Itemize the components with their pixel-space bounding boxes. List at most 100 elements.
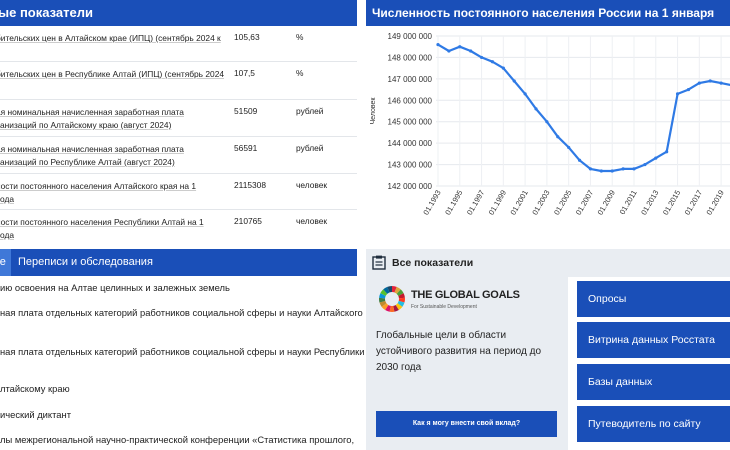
global-goals-card: THE GLOBAL GOALS For Sustainable Develop… <box>366 277 568 450</box>
x-tick-label: 01.2011 <box>618 189 639 217</box>
news-item[interactable]: ная плата отдельных категорий работников… <box>0 346 365 357</box>
indicator-name[interactable]: бительских цен в Республике Алтай (ИПЦ) … <box>0 69 225 79</box>
data-point <box>469 49 473 53</box>
data-point <box>588 167 593 171</box>
indicator-name[interactable]: ая номинальная начисленная заработная пл… <box>0 107 184 130</box>
x-tick-label: 01.2007 <box>574 189 595 217</box>
indicator-value: 2115308 <box>234 180 266 190</box>
y-tick-label: 142 000 000 <box>388 182 433 191</box>
goals-wheel-segment <box>379 297 386 303</box>
news-item[interactable]: ию освоения на Алтае целинных и залежных… <box>0 282 230 293</box>
data-point <box>479 55 484 60</box>
goals-wheel-segment <box>383 286 390 294</box>
indicator-unit: % <box>296 32 304 42</box>
goals-wheel-segment <box>398 293 405 299</box>
indicator-row[interactable]: ности постоянного населения Республики А… <box>0 210 357 247</box>
y-tick-label: 148 000 000 <box>388 53 433 62</box>
data-point <box>643 162 647 167</box>
tab-archive[interactable]: ве <box>0 249 11 276</box>
news-item[interactable]: лы межрегиональной научно-практической к… <box>0 434 355 445</box>
chart-svg: 142 000 000 143 000 000 144 000 000 145 000… <box>370 32 730 217</box>
indicator-value: 51509 <box>234 106 258 116</box>
indicator-row[interactable]: ности постоянного населения Алтайского к… <box>0 174 357 210</box>
goals-wheel-segment <box>379 300 387 307</box>
news-item[interactable]: лтайскому краю <box>0 383 70 394</box>
goals-wheel-segment <box>385 304 391 312</box>
indicator-value: 105,63 <box>234 32 260 42</box>
global-goals-logo-title: THE GLOBAL GOALS <box>411 289 520 301</box>
indicator-unit: человек <box>296 180 328 190</box>
global-goals-wheel-icon <box>379 286 405 313</box>
news-item[interactable]: ический диктант <box>0 409 71 420</box>
y-tick-label: 149 000 000 <box>388 32 433 41</box>
all-indicators-link[interactable]: Все показатели <box>366 249 730 277</box>
indicator-unit: рублей <box>296 106 324 116</box>
indicators-header: ые показатели <box>0 0 357 26</box>
data-point <box>577 158 582 162</box>
data-point <box>458 45 462 49</box>
indicator-name[interactable]: бительских цен в Алтайском крае (ИПЦ) (с… <box>0 33 221 43</box>
y-axis-label: Человек <box>370 97 377 125</box>
x-tick-label: 01.1993 <box>421 189 442 217</box>
goals-wheel-segment <box>380 289 388 296</box>
indicators-table: бительских цен в Алтайском крае (ИПЦ) (с… <box>0 26 357 247</box>
tab-censuses[interactable]: Переписи и обследования <box>18 256 153 268</box>
y-tick-label: 143 000 000 <box>388 161 433 170</box>
data-point <box>447 49 451 53</box>
goals-wheel-segment <box>397 300 405 307</box>
global-goals-logo-subtitle: For Sustainable Development <box>411 304 477 310</box>
data-point <box>436 42 440 47</box>
clipboard-icon <box>372 255 386 270</box>
data-point <box>599 169 603 173</box>
goals-wheel-segment <box>393 304 399 312</box>
data-point <box>654 156 658 160</box>
goals-wheel-segment <box>394 286 401 294</box>
global-goals-description[interactable]: Глобальные цели в области устойчивого ра… <box>376 330 542 373</box>
x-tick-label: 01.2003 <box>530 189 551 217</box>
surveys-button[interactable]: Опросы <box>577 281 730 317</box>
indicator-name[interactable]: ая номинальная начисленная заработная пл… <box>0 144 184 167</box>
x-tick-label: 01.1995 <box>443 189 464 217</box>
chart-title: Численность постоянного населения России… <box>366 0 730 26</box>
indicator-value: 107,5 <box>234 68 255 78</box>
data-point <box>621 167 625 171</box>
contribute-button[interactable]: Как я могу внести свой вклад? <box>376 411 557 437</box>
goals-wheel-segment <box>395 303 403 311</box>
goals-wheel-segment <box>396 289 404 296</box>
x-tick-label: 01.2001 <box>508 189 529 217</box>
data-point <box>567 145 571 150</box>
x-tick-label: 01.2009 <box>596 189 617 217</box>
rosstat-data-showcase-button[interactable]: Витрина данных Росстата <box>577 322 730 358</box>
indicator-row[interactable]: бительских цен в Алтайском крае (ИПЦ) (с… <box>0 26 357 62</box>
data-point <box>708 79 712 83</box>
data-point <box>545 120 549 124</box>
goals-wheel-segment <box>387 286 392 293</box>
indicator-row[interactable]: ая номинальная начисленная заработная пл… <box>0 100 357 137</box>
data-point <box>556 135 560 139</box>
data-point <box>490 60 495 64</box>
data-point <box>665 150 669 154</box>
population-chart: 142 000 000 143 000 000 144 000 000 145 000… <box>366 26 730 246</box>
databases-button[interactable]: Базы данных <box>577 364 730 400</box>
data-point <box>719 81 723 85</box>
site-guide-button[interactable]: Путеводитель по сайту <box>577 406 730 442</box>
indicator-name[interactable]: ности постоянного населения Республики А… <box>0 217 204 240</box>
indicator-unit: % <box>296 68 304 78</box>
x-tick-label: 01.2017 <box>683 189 704 217</box>
indicator-row[interactable]: бительских цен в Республике Алтай (ИПЦ) … <box>0 62 357 100</box>
x-tick-label: 01.2015 <box>661 189 682 217</box>
indicator-value: 56591 <box>234 143 258 153</box>
indicator-row[interactable]: ая номинальная начисленная заработная пл… <box>0 137 357 174</box>
news-item[interactable]: ная плата отдельных категорий работников… <box>0 307 363 318</box>
data-point <box>534 107 538 111</box>
data-point <box>686 87 691 92</box>
goals-wheel-segment <box>398 297 405 303</box>
y-tick-label: 144 000 000 <box>388 139 433 148</box>
y-tick-label: 147 000 000 <box>388 75 433 84</box>
goals-wheel-segment <box>381 303 389 311</box>
indicator-name[interactable]: ности постоянного населения Алтайского к… <box>0 181 197 204</box>
indicator-unit: человек <box>296 216 328 226</box>
indicator-unit: рублей <box>296 143 324 153</box>
x-tick-label: 01.1999 <box>487 189 508 217</box>
data-point <box>632 167 636 171</box>
